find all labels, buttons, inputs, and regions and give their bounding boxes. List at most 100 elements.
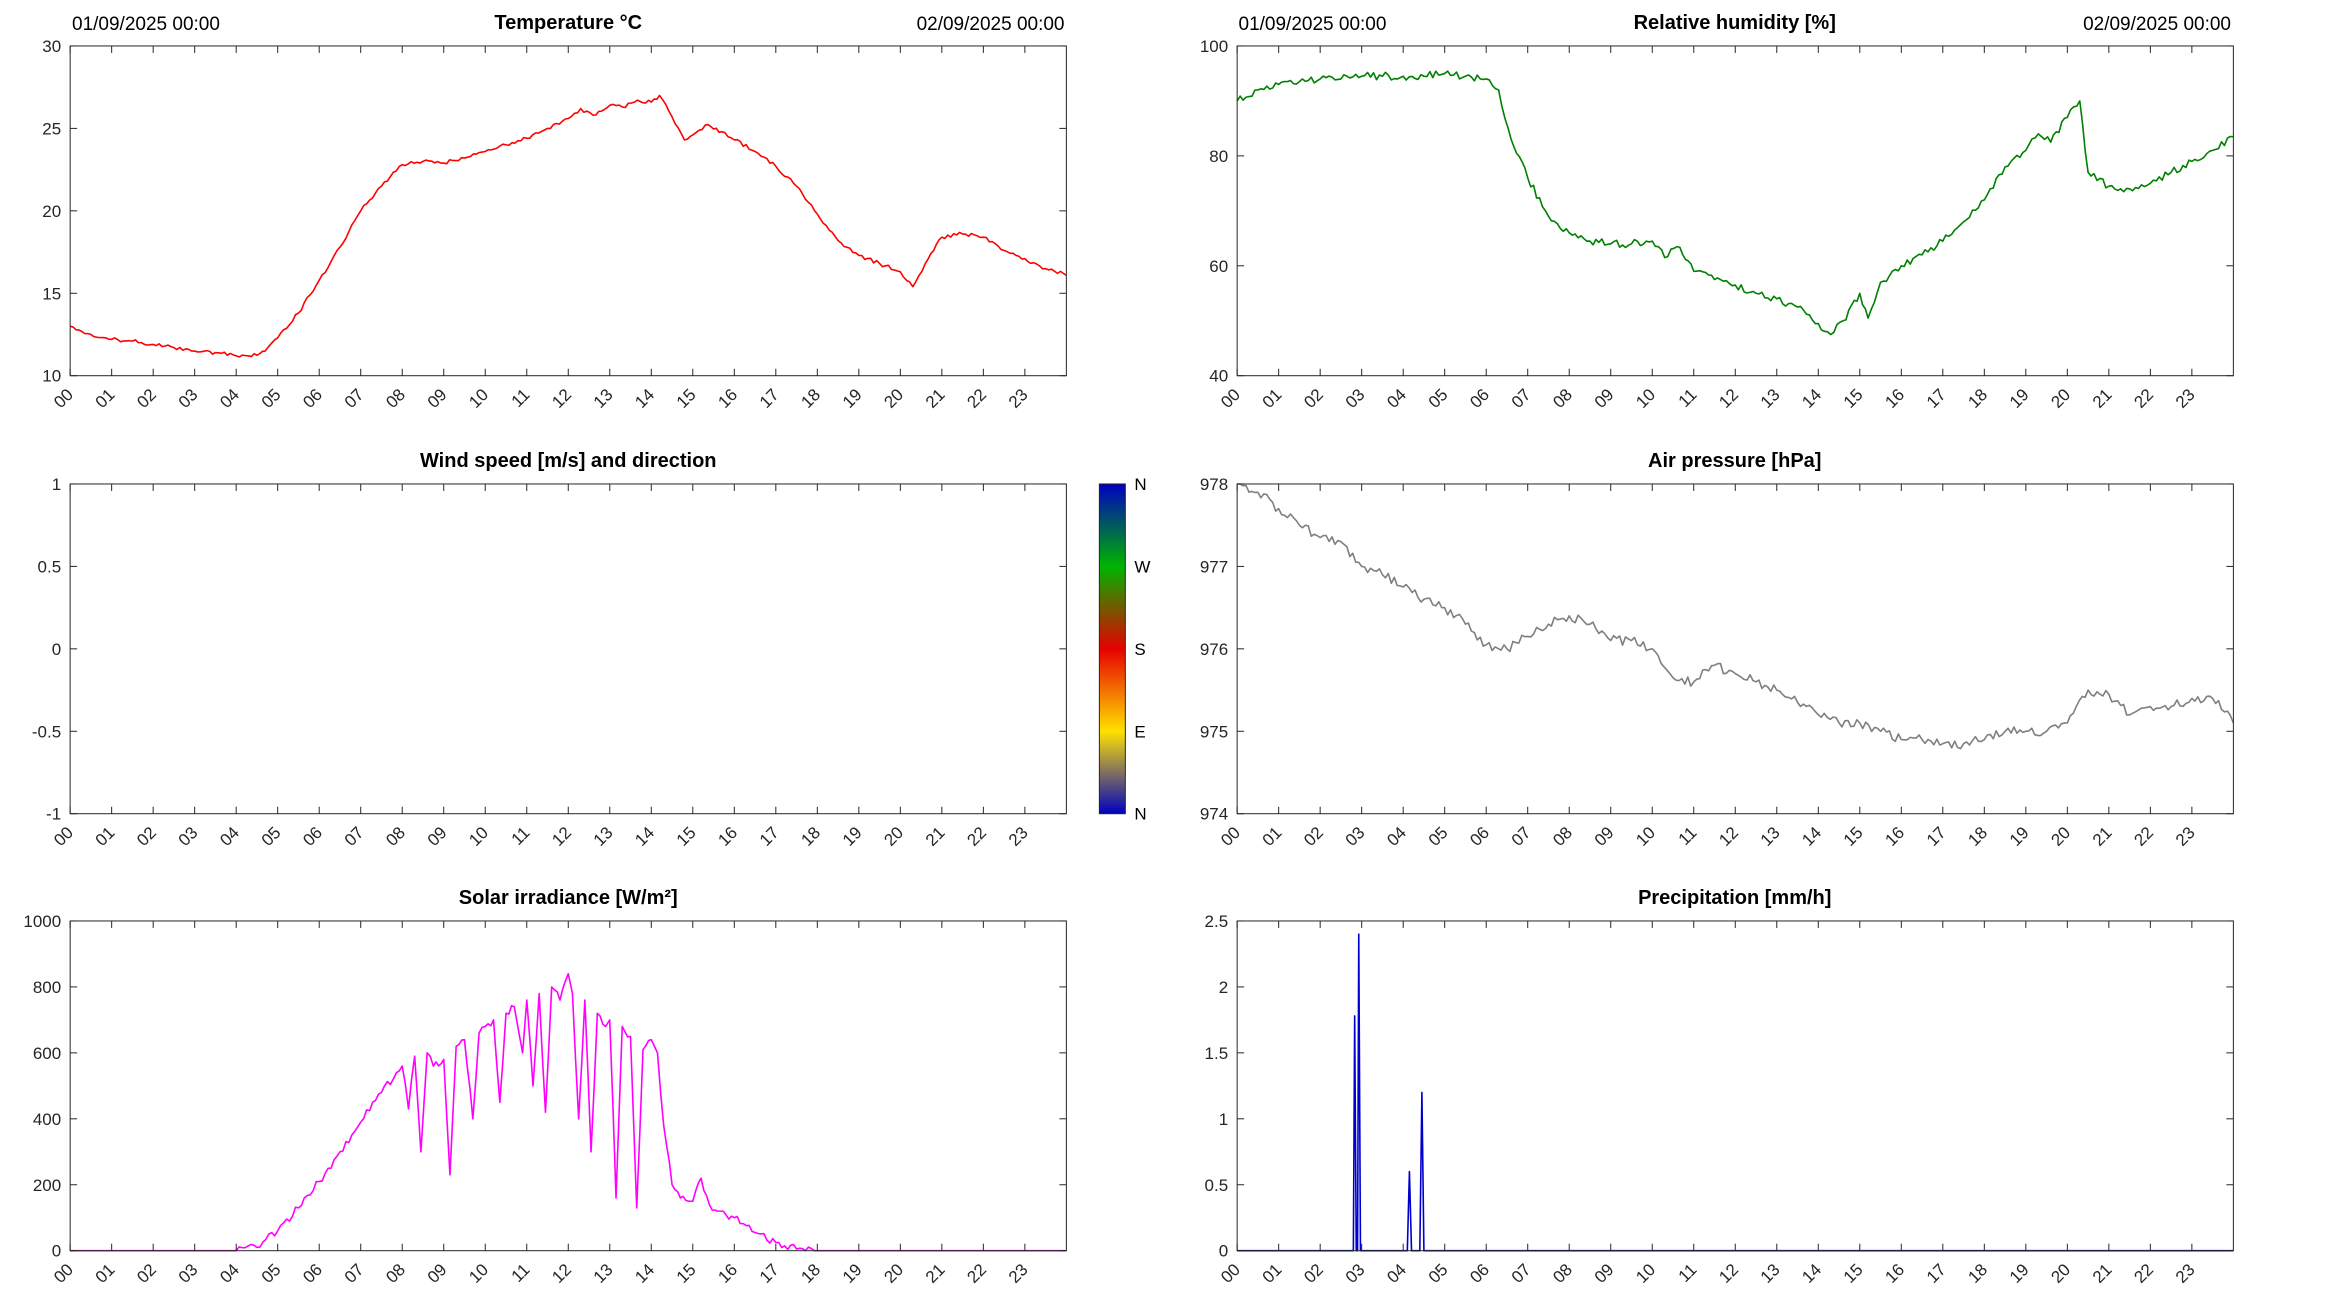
y-tick-label: 0.5 <box>1204 1176 1228 1195</box>
x-tick-label: 20 <box>2047 1260 2074 1287</box>
x-tick-label: 01 <box>92 823 119 850</box>
x-tick-label: 15 <box>1839 1260 1866 1287</box>
x-tick-label: 15 <box>673 385 700 412</box>
x-tick-label: 16 <box>1881 1260 1908 1287</box>
y-tick-label: 40 <box>1209 367 1228 386</box>
x-tick-label: 03 <box>1341 823 1368 850</box>
x-tick-label: 22 <box>2130 385 2157 412</box>
x-tick-label: 23 <box>1005 385 1032 412</box>
x-tick-label: 05 <box>1424 823 1451 850</box>
x-tick-label: 04 <box>1383 823 1410 850</box>
x-tick-label: 03 <box>1341 385 1368 412</box>
x-tick-label: 12 <box>548 385 575 412</box>
solar-frame <box>69 920 1067 1252</box>
x-tick-label: 11 <box>508 385 534 411</box>
x-tick-label: 22 <box>2130 1260 2157 1287</box>
x-tick-label: 17 <box>756 1260 783 1287</box>
y-tick-label: 978 <box>1199 475 1227 494</box>
y-tick-label: 0 <box>52 1242 61 1261</box>
y-tick-label: 1000 <box>23 912 61 931</box>
x-tick-label: 16 <box>714 823 741 850</box>
x-tick-label: 07 <box>1507 823 1534 850</box>
x-tick-label: 08 <box>382 823 409 850</box>
x-tick-label: 01 <box>1258 823 1285 850</box>
x-tick-label: 06 <box>1466 1260 1493 1287</box>
wind-direction-colorbar <box>1098 483 1126 814</box>
x-tick-label: 04 <box>216 1260 243 1287</box>
x-tick-label: 06 <box>1466 823 1493 850</box>
x-tick-label: 21 <box>2088 823 2115 850</box>
precipitation-plot: 00 01 02 03 04 05 06 07 08 09 10 11 12 13 14 15 16 17 18 19… <box>1204 912 2234 1287</box>
x-tick-label: 16 <box>1881 823 1908 850</box>
x-tick-label: 07 <box>1507 1260 1534 1287</box>
x-tick-label: 09 <box>1590 1260 1617 1287</box>
x-tick-label: 14 <box>631 385 658 412</box>
x-tick-label: 05 <box>1424 385 1451 412</box>
x-tick-label: 18 <box>1964 1260 1991 1287</box>
y-tick-label: 0 <box>52 639 61 658</box>
x-tick-label: 17 <box>1922 1260 1949 1287</box>
y-tick-label: 0.5 <box>38 557 62 576</box>
x-tick-label: 08 <box>382 1260 409 1287</box>
y-tick-label: -1 <box>46 804 61 823</box>
x-tick-label: 18 <box>1964 823 1991 850</box>
y-tick-label: 2 <box>1218 978 1227 997</box>
x-tick-label: 19 <box>839 1260 866 1287</box>
x-tick-label: 22 <box>963 1260 990 1287</box>
x-tick-label: 16 <box>1881 385 1908 412</box>
x-tick-label: 06 <box>299 823 326 850</box>
x-tick-label: 13 <box>590 385 617 412</box>
x-tick-label: 06 <box>1466 385 1493 412</box>
x-tick-label: 10 <box>1632 823 1659 850</box>
x-tick-label: 14 <box>631 823 658 850</box>
y-tick-label: 1 <box>1218 1110 1227 1129</box>
wind-axes: 00 01 02 03 04 05 06 07 08 09 10 11 12 13 14 15 16 17 18 19… <box>32 475 1150 850</box>
x-tick-label: 04 <box>1383 1260 1410 1287</box>
x-tick-label: 14 <box>1798 1260 1825 1287</box>
x-tick-label: 02 <box>1300 1260 1327 1287</box>
temperature-frame <box>69 45 1067 377</box>
x-tick-label: 21 <box>922 823 949 850</box>
x-tick-label: 19 <box>2005 823 2032 850</box>
x-tick-label: 02 <box>1300 385 1327 412</box>
temperature-plot: 00 01 02 03 04 05 06 07 08 09 10 11 12 13 14 15 16 17 18 19… <box>42 37 1067 412</box>
x-tick-label: 11 <box>508 823 534 849</box>
x-tick-label: 03 <box>175 385 202 412</box>
x-tick-label: 05 <box>1424 1260 1451 1287</box>
pressure-frame <box>1236 483 2234 814</box>
y-tick-label: 30 <box>42 37 61 56</box>
x-tick-label: 01 <box>1258 1260 1285 1287</box>
x-tick-label: 12 <box>1715 385 1742 412</box>
x-tick-label: 20 <box>880 823 907 850</box>
x-tick-label: 18 <box>797 823 824 850</box>
x-tick-label: 09 <box>1590 823 1617 850</box>
x-tick-label: 19 <box>2005 385 2032 412</box>
y-tick-label: 80 <box>1209 147 1228 166</box>
x-tick-label: 01 <box>92 1260 119 1287</box>
x-tick-label: 12 <box>548 1260 575 1287</box>
y-tick-label: 400 <box>33 1110 61 1129</box>
x-tick-label: 01 <box>1258 385 1285 412</box>
x-tick-label: 03 <box>1341 1260 1368 1287</box>
x-tick-label: 22 <box>963 823 990 850</box>
chart-cell-wind: Wind speed [m/s] and direction 00 01 02 03 0… <box>0 437 1167 876</box>
x-tick-label: 18 <box>797 385 824 412</box>
x-tick-label: 05 <box>258 1260 285 1287</box>
x-tick-label: 20 <box>2047 385 2074 412</box>
precipitation-series-line <box>1236 933 2233 1252</box>
wind-frame <box>69 483 1067 814</box>
x-tick-label: 08 <box>1549 385 1576 412</box>
solar-axes: 00 01 02 03 04 05 06 07 08 09 10 11 12 13 14 15 16 17 18 19… <box>23 912 1067 1287</box>
x-tick-label: 11 <box>1674 385 1700 411</box>
y-tick-label: 15 <box>42 284 61 303</box>
x-tick-label: 20 <box>2047 823 2074 850</box>
x-tick-label: 17 <box>756 385 783 412</box>
x-tick-label: 21 <box>922 385 949 412</box>
x-tick-label: 02 <box>133 385 160 412</box>
x-tick-label: 11 <box>1674 823 1700 849</box>
x-tick-label: 19 <box>839 823 866 850</box>
x-tick-label: 08 <box>1549 823 1576 850</box>
x-tick-label: 18 <box>797 1260 824 1287</box>
x-tick-label: 07 <box>1507 385 1534 412</box>
